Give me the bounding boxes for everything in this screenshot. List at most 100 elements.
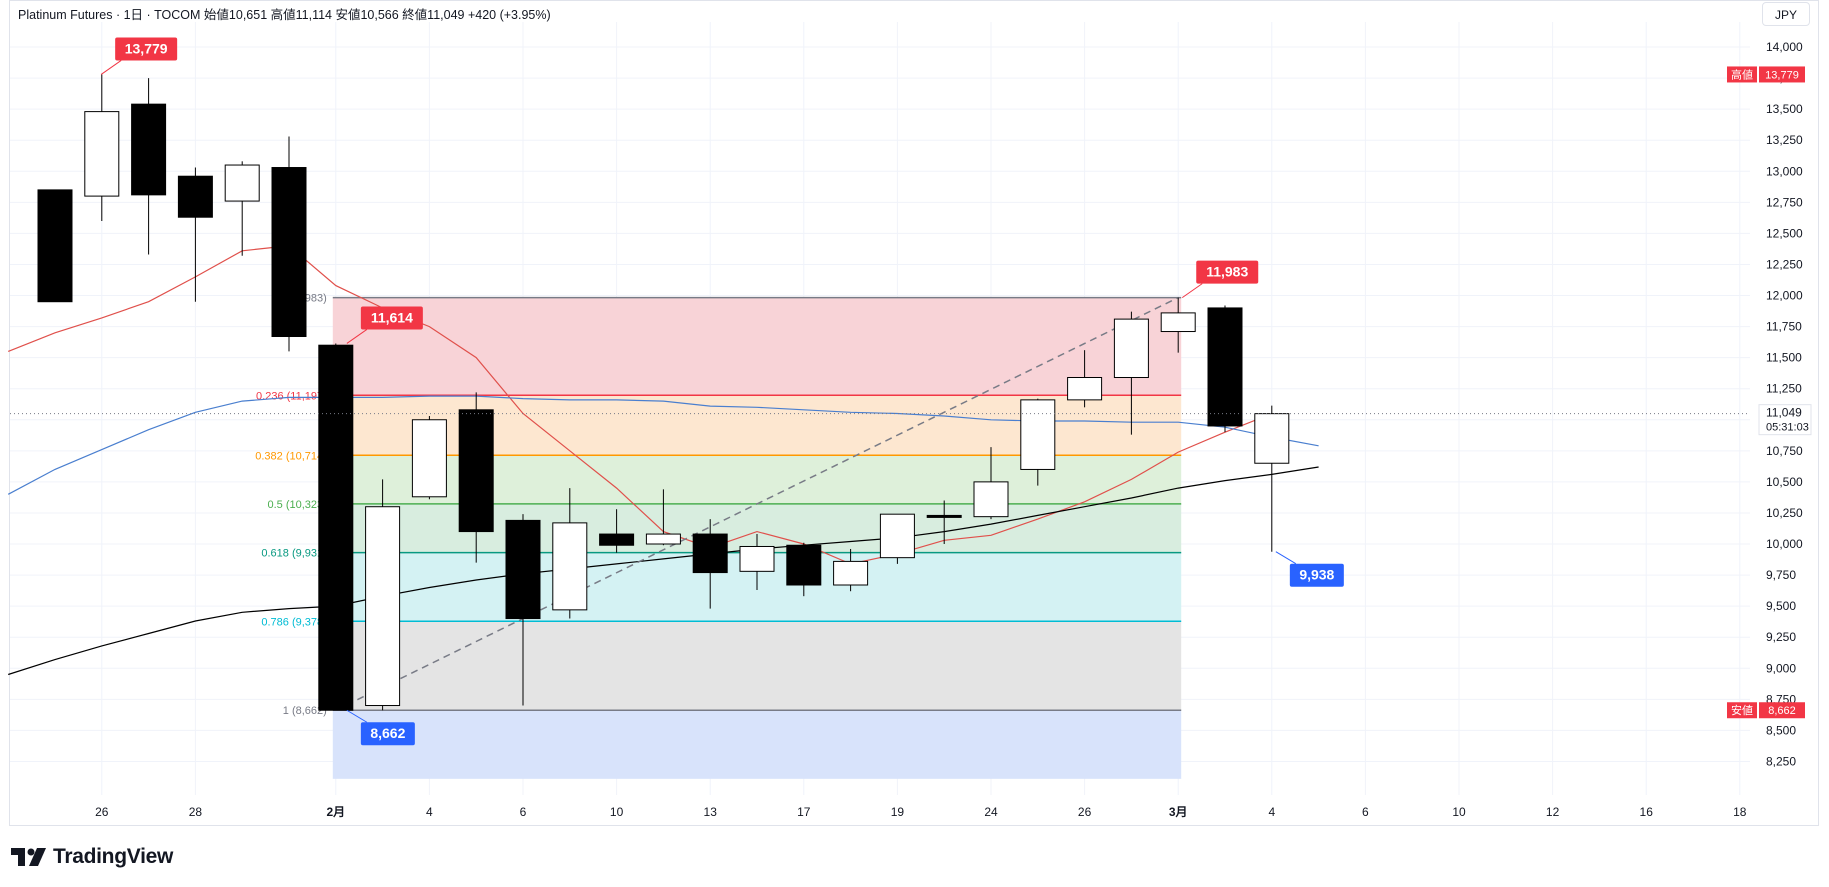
axis-marker-label: 高値: [1731, 67, 1753, 81]
callout-pointer: [1181, 283, 1203, 299]
price-callout-text: 8,662: [370, 725, 405, 741]
axis-marker-value-box: [1759, 702, 1805, 719]
callout-pointer: [346, 329, 368, 344]
candle-body: [365, 506, 401, 707]
y-tick-label: 11,250: [1766, 382, 1802, 396]
y-tick-label: 9,250: [1766, 630, 1796, 644]
x-tick-label: 18: [1733, 805, 1747, 819]
candle-body: [739, 545, 775, 572]
x-tick-label: 26: [95, 805, 109, 819]
moving-averages: [7, 245, 1319, 676]
axis-marker-value: 8,662: [1768, 705, 1796, 717]
callout-pointer: [100, 60, 122, 75]
callout-pointer: [1275, 551, 1297, 565]
x-tick-label: 13: [704, 805, 718, 819]
currency-selector[interactable]: JPY: [1762, 2, 1810, 26]
candle-body: [224, 164, 260, 202]
y-tick-label: 10,250: [1766, 506, 1803, 520]
y-tick-label: 8,250: [1766, 754, 1796, 768]
y-tick-label: 14,000: [1766, 40, 1803, 54]
y-tick-label: 12,750: [1766, 195, 1803, 209]
candle-body: [879, 513, 915, 559]
price-callout: [360, 722, 415, 746]
candle-body: [37, 189, 73, 303]
candle-body: [1020, 399, 1056, 470]
axis-marker-value-box: [1759, 66, 1805, 83]
fib-zone: [332, 710, 1182, 779]
y-tick-label: 10,500: [1766, 475, 1803, 489]
price-callout: [1289, 563, 1344, 587]
chart-frame: [9, 0, 1819, 826]
axis-marker-tag: [1727, 66, 1757, 83]
moving-average-line: [7, 395, 1319, 495]
candle-body: [271, 167, 307, 338]
tradingview-logo[interactable]: TradingView: [11, 844, 173, 870]
time-axis[interactable]: 26 28 2月 4 6 10 13 17 19 24 26 3月 4 6 10 12 16 18: [95, 805, 1747, 819]
tradingview-logo-icon: [11, 848, 46, 866]
candle-body: [833, 560, 869, 586]
axis-marker-value: 13,779: [1765, 69, 1799, 81]
fib-level-label: 0.786 (9,378): [261, 616, 326, 628]
y-tick-label: 8,500: [1766, 723, 1796, 737]
x-tick-label: 10: [1452, 805, 1466, 819]
x-tick-label: 6: [1362, 805, 1369, 819]
candle-body: [926, 514, 962, 518]
fib-zone: [332, 621, 1182, 711]
x-tick-label: 24: [984, 805, 998, 819]
candle-body: [411, 419, 447, 498]
candle-body: [458, 409, 494, 533]
trend-line[interactable]: [335, 296, 1179, 711]
candle-body: [177, 175, 213, 218]
y-tick-label: 12,500: [1766, 226, 1803, 240]
tradingview-logo-text: TradingView: [53, 845, 174, 868]
price-callout: [360, 306, 423, 330]
candle-body: [1254, 413, 1290, 464]
moving-average-line: [8, 466, 1319, 676]
y-tick-label: 9,000: [1766, 661, 1796, 675]
x-tick-label: 4: [426, 805, 433, 819]
dashed-trend-line: [335, 296, 1179, 711]
last-price-box: [1758, 404, 1812, 436]
candle-body: [131, 103, 167, 196]
candle-body: [973, 481, 1009, 518]
candle-body: [84, 111, 120, 197]
fib-level-label: 0.5 (10,323): [267, 499, 326, 511]
candle-body: [1113, 318, 1149, 379]
fib-zone: [332, 297, 1182, 396]
x-tick-label: 12: [1546, 805, 1560, 819]
candle-body: [645, 533, 681, 545]
y-tick-label: 9,750: [1766, 568, 1796, 582]
y-tick-label: 10,750: [1766, 444, 1803, 458]
y-tick-label: 9,500: [1766, 599, 1796, 613]
y-tick-label: 13,000: [1766, 164, 1803, 178]
x-tick-label: 6: [520, 805, 527, 819]
candle-body: [786, 544, 822, 586]
x-tick-label: 2月: [326, 805, 345, 819]
price-callout: [115, 37, 178, 61]
callout-pointer: [346, 709, 368, 723]
candle-body: [1207, 307, 1243, 427]
x-tick-label: 19: [891, 805, 905, 819]
x-tick-label: 17: [797, 805, 811, 819]
x-tick-label: 10: [610, 805, 624, 819]
x-tick-label: 4: [1268, 805, 1275, 819]
candle-body: [1160, 312, 1196, 333]
y-tick-label: 10,000: [1766, 537, 1803, 551]
fib-level-label: 1 (8,662): [283, 705, 327, 717]
x-tick-label: 26: [1078, 805, 1092, 819]
candlesticks: [37, 74, 1290, 711]
fib-level-label: 0.618 (9,931): [261, 548, 326, 560]
symbol-info-header: Platinum Futures · 1日 · TOCOM 始値10,651 高…: [18, 8, 551, 22]
price-axis[interactable]: 8,2508,5008,7509,0009,2509,5009,75010,00…: [10, 40, 1812, 768]
y-tick-label: 11,750: [1766, 320, 1802, 334]
x-tick-label: 3月: [1169, 805, 1188, 819]
price-callout-text: 11,614: [371, 309, 413, 325]
candle-body: [692, 533, 728, 574]
y-tick-label: 13,500: [1766, 102, 1803, 116]
bar-countdown: 05:31:03: [1766, 422, 1809, 434]
y-tick-label: 11,500: [1766, 351, 1802, 365]
candle-body: [318, 344, 354, 711]
fib-level-label: 0.236 (11,197): [256, 390, 327, 402]
price-callout-text: 13,779: [125, 40, 168, 56]
